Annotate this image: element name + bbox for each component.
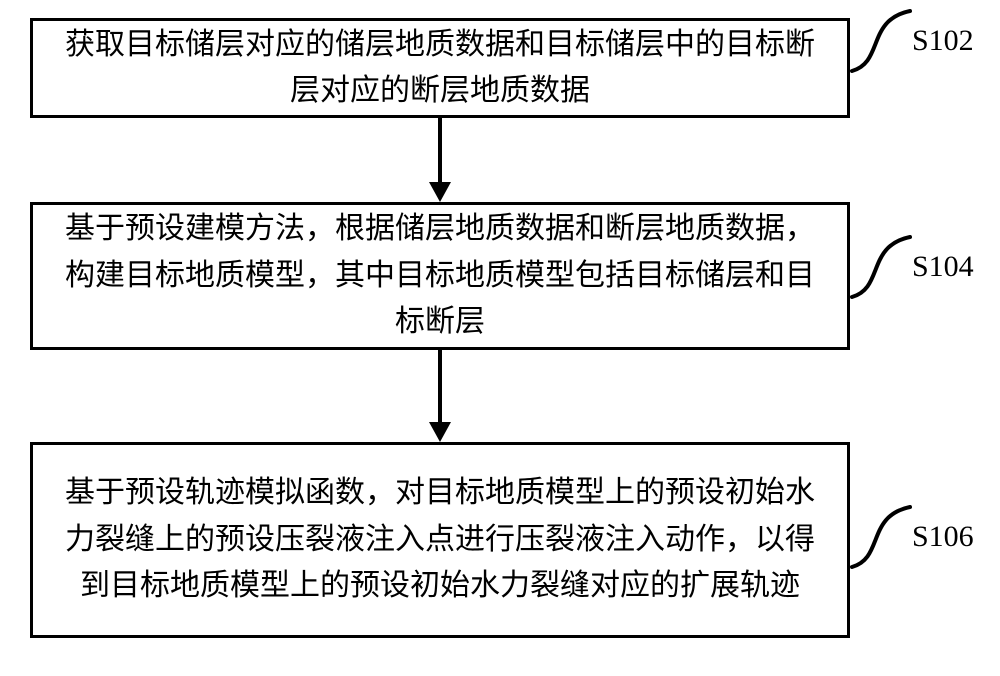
step-label: S106: [912, 520, 974, 554]
step-text: 基于预设建模方法，根据储层地质数据和断层地质数据，构建目标地质模型，其中目标地质…: [53, 206, 827, 346]
label-connector: [852, 507, 910, 567]
label-connector: [852, 11, 910, 71]
label-connector: [852, 237, 910, 297]
step-text: 基于预设轨迹模拟函数，对目标地质模型上的预设初始水力裂缝上的预设压裂液注入点进行…: [53, 470, 827, 610]
arrow-head-icon: [429, 422, 451, 442]
flowchart-step: 基于预设建模方法，根据储层地质数据和断层地质数据，构建目标地质模型，其中目标地质…: [30, 202, 850, 350]
step-label: S102: [912, 24, 974, 58]
arrow-shaft: [438, 350, 442, 422]
step-label: S104: [912, 250, 974, 284]
flowchart-step: 基于预设轨迹模拟函数，对目标地质模型上的预设初始水力裂缝上的预设压裂液注入点进行…: [30, 442, 850, 638]
flowchart-step: 获取目标储层对应的储层地质数据和目标储层中的目标断层对应的断层地质数据: [30, 18, 850, 118]
arrow-head-icon: [429, 182, 451, 202]
step-text: 获取目标储层对应的储层地质数据和目标储层中的目标断层对应的断层地质数据: [53, 22, 827, 115]
arrow-shaft: [438, 118, 442, 182]
